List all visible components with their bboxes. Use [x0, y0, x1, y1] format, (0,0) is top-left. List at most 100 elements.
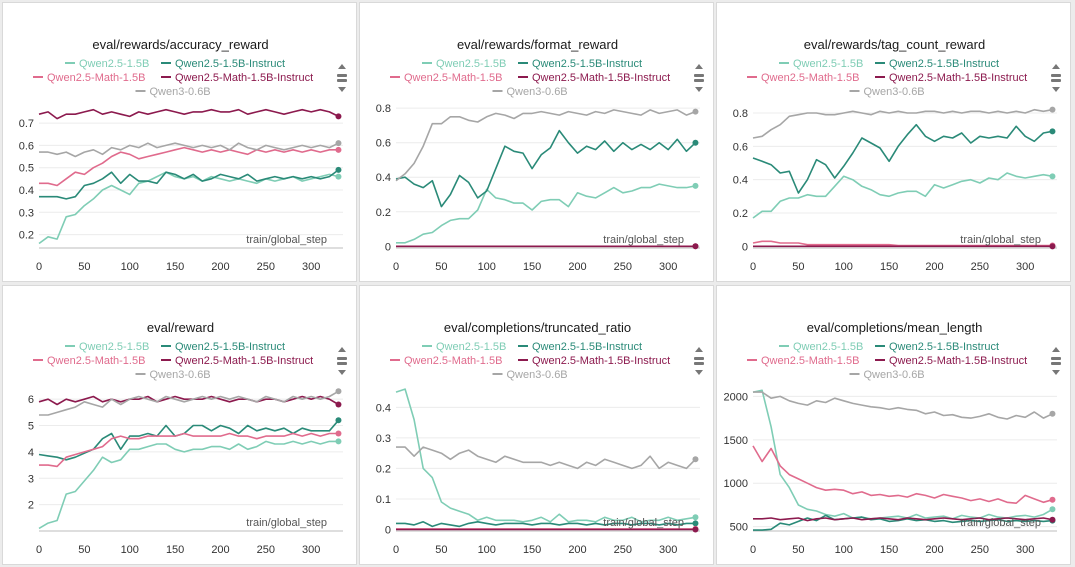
legend-scroll-up-icon[interactable]	[695, 64, 703, 69]
series-end-point[interactable]	[335, 166, 342, 173]
legend-scroll-down-icon[interactable]	[338, 87, 346, 92]
series-end-point[interactable]	[335, 417, 342, 424]
series-line[interactable]	[39, 432, 339, 468]
legend-item[interactable]: Qwen3-0.6B	[492, 86, 568, 98]
series-line[interactable]	[39, 142, 339, 158]
series-line[interactable]	[39, 390, 339, 416]
legend-item[interactable]: Qwen2.5-1.5B	[779, 58, 863, 70]
series-end-point[interactable]	[692, 520, 699, 527]
series-line[interactable]	[38, 108, 339, 120]
legend-handle-icon[interactable]	[1051, 74, 1061, 77]
series-line[interactable]	[38, 440, 339, 530]
series-line[interactable]	[395, 109, 696, 182]
series-end-point[interactable]	[1049, 106, 1056, 113]
legend-handle-icon[interactable]	[337, 362, 347, 365]
legend-item[interactable]: Qwen2.5-Math-1.5B-Instruct	[875, 72, 1027, 84]
legend-item[interactable]: Qwen2.5-1.5B	[422, 58, 506, 70]
legend-scroll-down-icon[interactable]	[338, 370, 346, 375]
series-line[interactable]	[39, 169, 339, 200]
series-line[interactable]	[752, 172, 1053, 219]
legend-item[interactable]: Qwen2.5-Math-1.5B-Instruct	[161, 72, 313, 84]
legend-item[interactable]: Qwen3-0.6B	[135, 369, 211, 381]
series-line[interactable]	[38, 419, 340, 461]
legend-scroll-down-icon[interactable]	[1052, 370, 1060, 375]
series-line[interactable]	[752, 445, 1053, 504]
series-line[interactable]	[39, 146, 339, 187]
legend-item[interactable]: Qwen2.5-1.5B	[65, 341, 149, 353]
legend-item[interactable]: Qwen2.5-1.5B-Instruct	[518, 58, 642, 70]
series-end-point[interactable]	[335, 401, 342, 408]
legend-scroll-up-icon[interactable]	[338, 347, 346, 352]
legend-handle-icon[interactable]	[1051, 357, 1061, 360]
series-end-point[interactable]	[1049, 128, 1056, 135]
legend-item[interactable]: Qwen2.5-1.5B-Instruct	[161, 58, 285, 70]
series-end-point[interactable]	[692, 243, 699, 250]
series-line[interactable]	[395, 129, 697, 208]
series-line[interactable]	[396, 521, 696, 528]
legend-item[interactable]: Qwen2.5-Math-1.5B	[390, 355, 502, 367]
series-line[interactable]	[753, 517, 1053, 522]
legend-handle-icon[interactable]	[694, 74, 704, 77]
series-line[interactable]	[396, 446, 697, 470]
series-line[interactable]	[752, 389, 1053, 520]
legend-item[interactable]: Qwen2.5-1.5B	[779, 341, 863, 353]
legend-item[interactable]: Qwen2.5-Math-1.5B-Instruct	[518, 72, 670, 84]
series-end-point[interactable]	[335, 430, 342, 437]
series-end-point[interactable]	[335, 173, 342, 180]
series-end-point[interactable]	[692, 456, 699, 463]
series-end-point[interactable]	[1049, 496, 1056, 503]
series-end-point[interactable]	[335, 146, 342, 153]
series-line[interactable]	[38, 395, 339, 406]
legend-item[interactable]: Qwen3-0.6B	[135, 86, 211, 98]
series-line[interactable]	[753, 391, 1053, 420]
legend-handle-icon[interactable]	[694, 362, 704, 365]
legend-handle-icon[interactable]	[337, 79, 347, 82]
legend-scroll-up-icon[interactable]	[1052, 64, 1060, 69]
legend-item[interactable]: Qwen2.5-Math-1.5B	[390, 72, 502, 84]
legend-scroll-down-icon[interactable]	[695, 370, 703, 375]
series-line[interactable]	[752, 123, 1053, 194]
series-end-point[interactable]	[335, 438, 342, 445]
series-end-point[interactable]	[1049, 173, 1056, 180]
legend-item[interactable]: Qwen2.5-Math-1.5B	[33, 72, 145, 84]
series-line[interactable]	[752, 108, 1053, 139]
legend-item[interactable]: Qwen2.5-1.5B-Instruct	[875, 341, 999, 353]
legend-scroll-up-icon[interactable]	[695, 347, 703, 352]
legend-handle-icon[interactable]	[694, 79, 704, 82]
series-end-point[interactable]	[1049, 506, 1056, 513]
legend-handle-icon[interactable]	[337, 357, 347, 360]
series-end-point[interactable]	[1049, 516, 1056, 523]
series-end-point[interactable]	[692, 514, 699, 521]
legend-item[interactable]: Qwen3-0.6B	[849, 369, 925, 381]
legend-item[interactable]: Qwen3-0.6B	[849, 86, 925, 98]
legend-item[interactable]: Qwen3-0.6B	[492, 369, 568, 381]
series-end-point[interactable]	[335, 113, 342, 120]
legend-handle-icon[interactable]	[337, 74, 347, 77]
legend-item[interactable]: Qwen2.5-1.5B	[422, 341, 506, 353]
series-end-point[interactable]	[1049, 410, 1056, 417]
legend-item[interactable]: Qwen2.5-1.5B	[65, 58, 149, 70]
legend-handle-icon[interactable]	[694, 357, 704, 360]
legend-item[interactable]: Qwen2.5-Math-1.5B	[747, 355, 859, 367]
legend-item[interactable]: Qwen2.5-Math-1.5B-Instruct	[161, 355, 313, 367]
legend-scroll-down-icon[interactable]	[1052, 87, 1060, 92]
series-end-point[interactable]	[692, 182, 699, 189]
series-end-point[interactable]	[692, 139, 699, 146]
series-line[interactable]	[396, 183, 696, 244]
series-end-point[interactable]	[1049, 243, 1056, 250]
legend-item[interactable]: Qwen2.5-Math-1.5B-Instruct	[875, 355, 1027, 367]
legend-scroll-up-icon[interactable]	[338, 64, 346, 69]
legend-handle-icon[interactable]	[1051, 362, 1061, 365]
legend-item[interactable]: Qwen2.5-1.5B-Instruct	[161, 341, 285, 353]
series-line[interactable]	[395, 388, 696, 523]
series-line[interactable]	[38, 171, 339, 245]
series-end-point[interactable]	[692, 526, 699, 533]
legend-item[interactable]: Qwen2.5-1.5B-Instruct	[518, 341, 642, 353]
legend-item[interactable]: Qwen2.5-1.5B-Instruct	[875, 58, 999, 70]
legend-handle-icon[interactable]	[1051, 79, 1061, 82]
series-end-point[interactable]	[692, 108, 699, 115]
legend-item[interactable]: Qwen2.5-Math-1.5B-Instruct	[518, 355, 670, 367]
legend-scroll-down-icon[interactable]	[695, 87, 703, 92]
legend-item[interactable]: Qwen2.5-Math-1.5B	[747, 72, 859, 84]
series-end-point[interactable]	[335, 388, 342, 395]
